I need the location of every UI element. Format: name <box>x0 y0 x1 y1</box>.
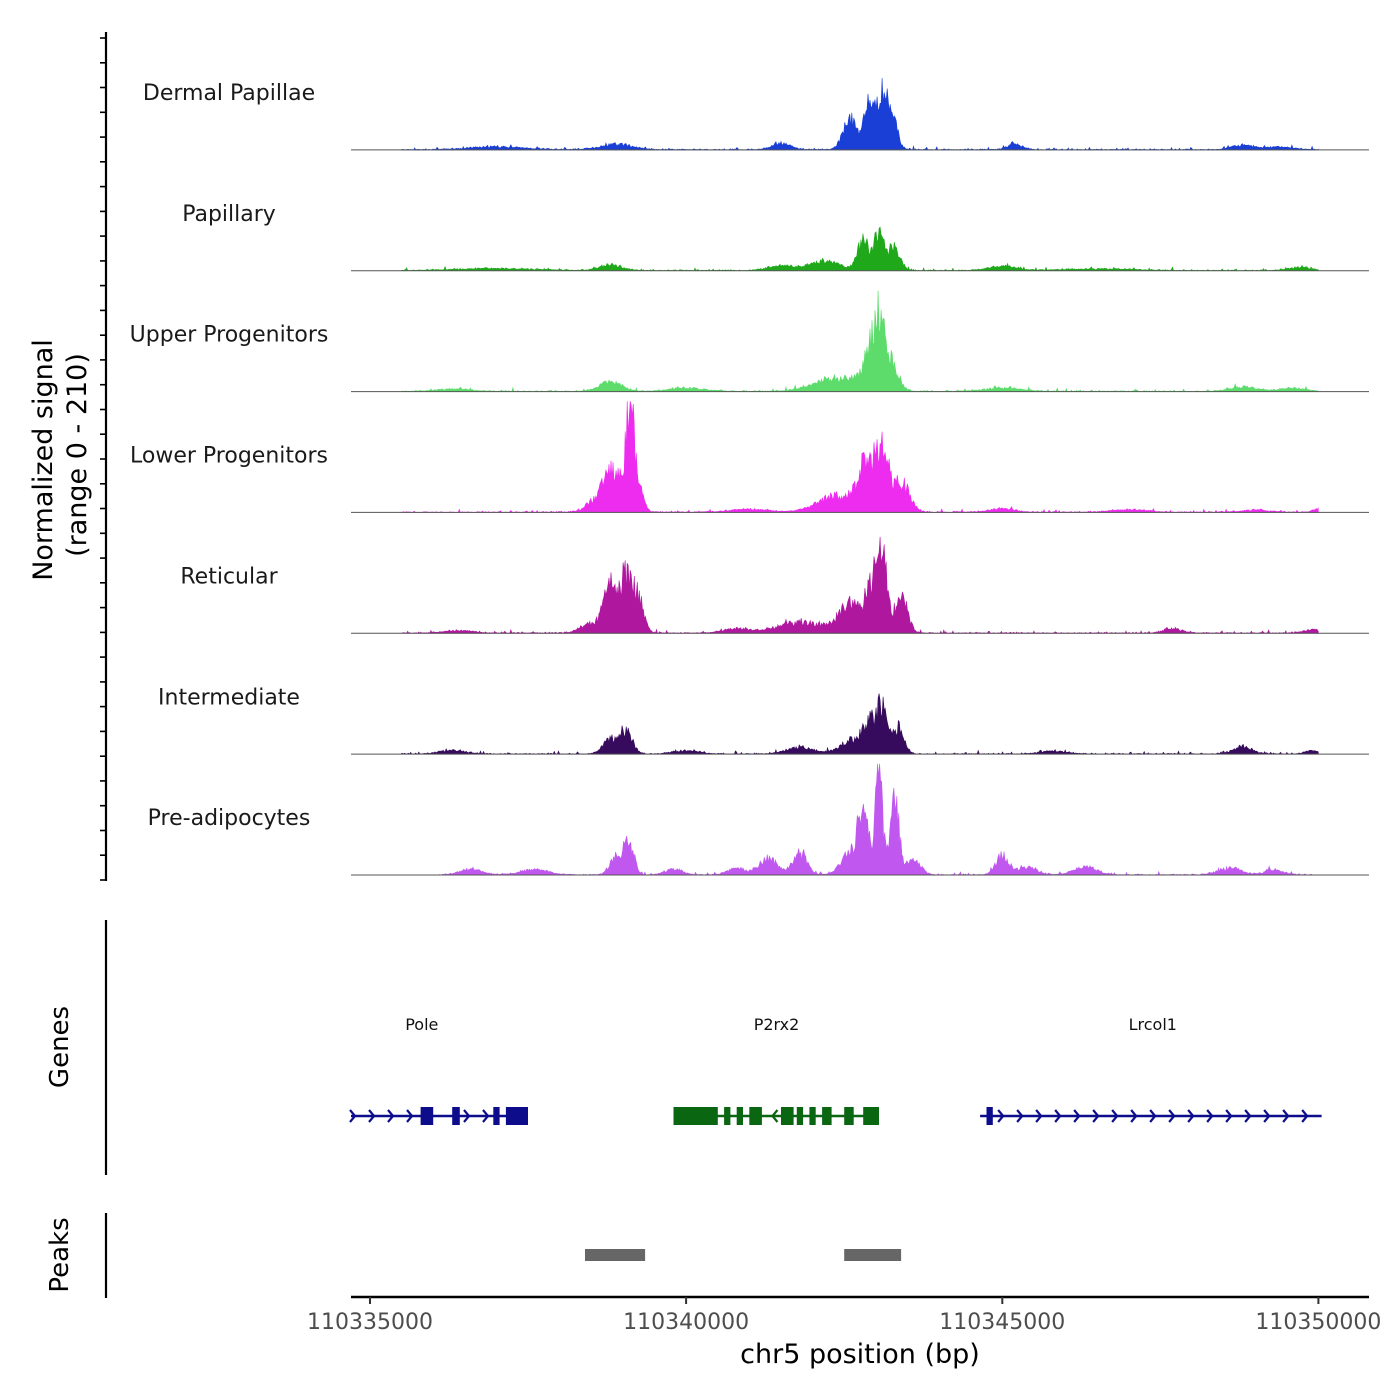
strand-arrow <box>1187 1109 1195 1123</box>
strand-arrow <box>1092 1109 1100 1123</box>
x-tick-label: 110345000 <box>939 1310 1065 1335</box>
gene-exon <box>452 1107 460 1125</box>
strand-arrow <box>1111 1109 1119 1123</box>
x-tick-label: 110340000 <box>623 1310 749 1335</box>
x-axis-ticks: 110335000 110340000 110345000 110350000 <box>307 1297 1381 1335</box>
peak-region <box>585 1249 646 1261</box>
peak-region <box>844 1249 902 1261</box>
x-tick-label: 110335000 <box>307 1310 433 1335</box>
track-upper-progenitors: Upper Progenitors <box>130 290 1369 393</box>
strand-arrow <box>349 1109 357 1123</box>
track-label: Reticular <box>180 564 278 589</box>
gene-label: Pole <box>405 1015 438 1034</box>
strand-arrow <box>1263 1109 1271 1123</box>
strand-arrow <box>1149 1109 1157 1123</box>
gene-exon <box>749 1107 762 1125</box>
signal-axis-title: Normalized signal <box>28 339 59 581</box>
track-intermediate: Intermediate <box>158 685 1369 755</box>
gene-exon <box>420 1107 434 1125</box>
gene-exon <box>796 1107 804 1125</box>
strand-arrow <box>1301 1109 1309 1123</box>
strand-arrow <box>1244 1109 1252 1123</box>
genes-panel-title: Genes <box>45 1006 75 1088</box>
gene-label: Lrcol1 <box>1129 1015 1177 1034</box>
coverage-area <box>401 226 1319 272</box>
gene-exon <box>809 1107 816 1125</box>
gene-exon <box>736 1107 743 1125</box>
strand-arrow <box>1054 1109 1062 1123</box>
track-label: Papillary <box>182 202 276 227</box>
strand-arrow <box>368 1109 376 1123</box>
track-reticular: Reticular <box>180 536 1369 634</box>
track-dermal-papillae: Dermal Papillae <box>143 78 1369 151</box>
gene-exon <box>493 1107 500 1125</box>
track-label: Intermediate <box>158 685 300 710</box>
gene-exon <box>673 1107 718 1125</box>
strand-arrow <box>997 1109 1005 1123</box>
strand-arrow <box>482 1109 490 1123</box>
track-label: Lower Progenitors <box>130 444 328 469</box>
gene-label: P2rx2 <box>754 1015 800 1034</box>
track-label: Pre-adipocytes <box>148 806 311 831</box>
track-label: Upper Progenitors <box>130 323 329 348</box>
gene-models: Pole P2rx2 Lrcol1 <box>349 1015 1322 1125</box>
signal-y-axis-ticks <box>100 37 106 881</box>
strand-arrow <box>1282 1109 1290 1123</box>
strand-arrow <box>1168 1109 1176 1123</box>
x-axis: 110335000 110340000 110345000 110350000 chr… <box>307 1295 1381 1370</box>
gene-exon <box>724 1107 731 1125</box>
strand-arrow <box>406 1109 414 1123</box>
gene-exon <box>505 1107 528 1125</box>
strand-arrow <box>1073 1109 1081 1123</box>
peaks-panel: Peaks <box>45 1213 902 1298</box>
strand-arrow <box>463 1109 471 1123</box>
track-label: Dermal Papillae <box>143 81 315 106</box>
track-pre-adipocytes: Pre-adipocytes <box>148 763 1369 876</box>
strand-arrow <box>387 1109 395 1123</box>
gene-exon <box>781 1107 794 1125</box>
gene-exon <box>822 1107 832 1125</box>
gene-lrcol1: Lrcol1 <box>980 1015 1322 1125</box>
x-tick-label: 110350000 <box>1255 1310 1381 1335</box>
coverage-panel: Dermal Papillae Papillary Upper Progenitor… <box>28 32 1369 881</box>
strand-arrow <box>771 1109 779 1123</box>
strand-arrow <box>1016 1109 1024 1123</box>
track-papillary: Papillary <box>182 202 1369 272</box>
strand-arrow <box>1035 1109 1043 1123</box>
signal-tracks: Dermal Papillae Papillary Upper Progenitor… <box>130 78 1369 876</box>
gene-exon <box>986 1107 993 1125</box>
strand-arrow <box>1225 1109 1233 1123</box>
x-axis-title: chr5 position (bp) <box>740 1339 980 1370</box>
peak-regions <box>585 1249 902 1261</box>
peaks-panel-title: Peaks <box>45 1217 75 1292</box>
track-lower-progenitors: Lower Progenitors <box>130 401 1369 513</box>
strand-arrow <box>1206 1109 1214 1123</box>
gene-pole: Pole <box>349 1015 528 1125</box>
signal-axis-range: (range 0 - 210) <box>62 353 93 557</box>
gene-p2rx2: P2rx2 <box>673 1015 879 1125</box>
gene-exon <box>863 1107 879 1125</box>
strand-arrow <box>1130 1109 1138 1123</box>
genes-panel: Genes Pole P2rx2 Lrcol1 <box>45 920 1322 1175</box>
gene-exon <box>844 1107 854 1125</box>
